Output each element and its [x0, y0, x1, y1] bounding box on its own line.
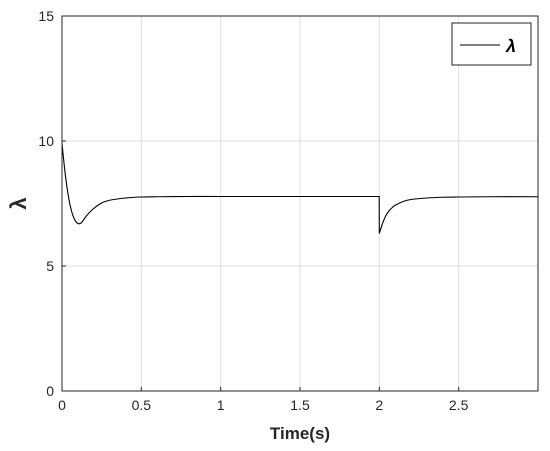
- legend-box: [451, 22, 532, 66]
- x-tick-label: 0: [58, 397, 66, 413]
- x-tick-label: 1: [217, 397, 225, 413]
- y-tick-label: 15: [38, 8, 54, 24]
- y-tick-label: 5: [46, 258, 54, 274]
- y-ticks: 0 5 10 15: [38, 8, 66, 399]
- legend-label-lambda: λ: [505, 36, 516, 56]
- x-tick-label: 2: [375, 397, 383, 413]
- grid: [62, 16, 538, 391]
- legend: λ: [451, 22, 532, 66]
- series-line-lambda: [61, 143, 539, 234]
- y-tick-label: 10: [38, 133, 54, 149]
- x-axis-label: Time(s): [270, 424, 330, 443]
- y-axis-label: λ: [6, 197, 31, 209]
- y-tick-label: 0: [46, 383, 54, 399]
- x-tick-label: 0.5: [132, 397, 152, 413]
- x-tick-label: 2.5: [449, 397, 469, 413]
- x-ticks: 0 0.5 1 1.5 2 2.5: [58, 387, 469, 413]
- x-tick-label: 1.5: [290, 397, 310, 413]
- plot-area: [61, 143, 539, 234]
